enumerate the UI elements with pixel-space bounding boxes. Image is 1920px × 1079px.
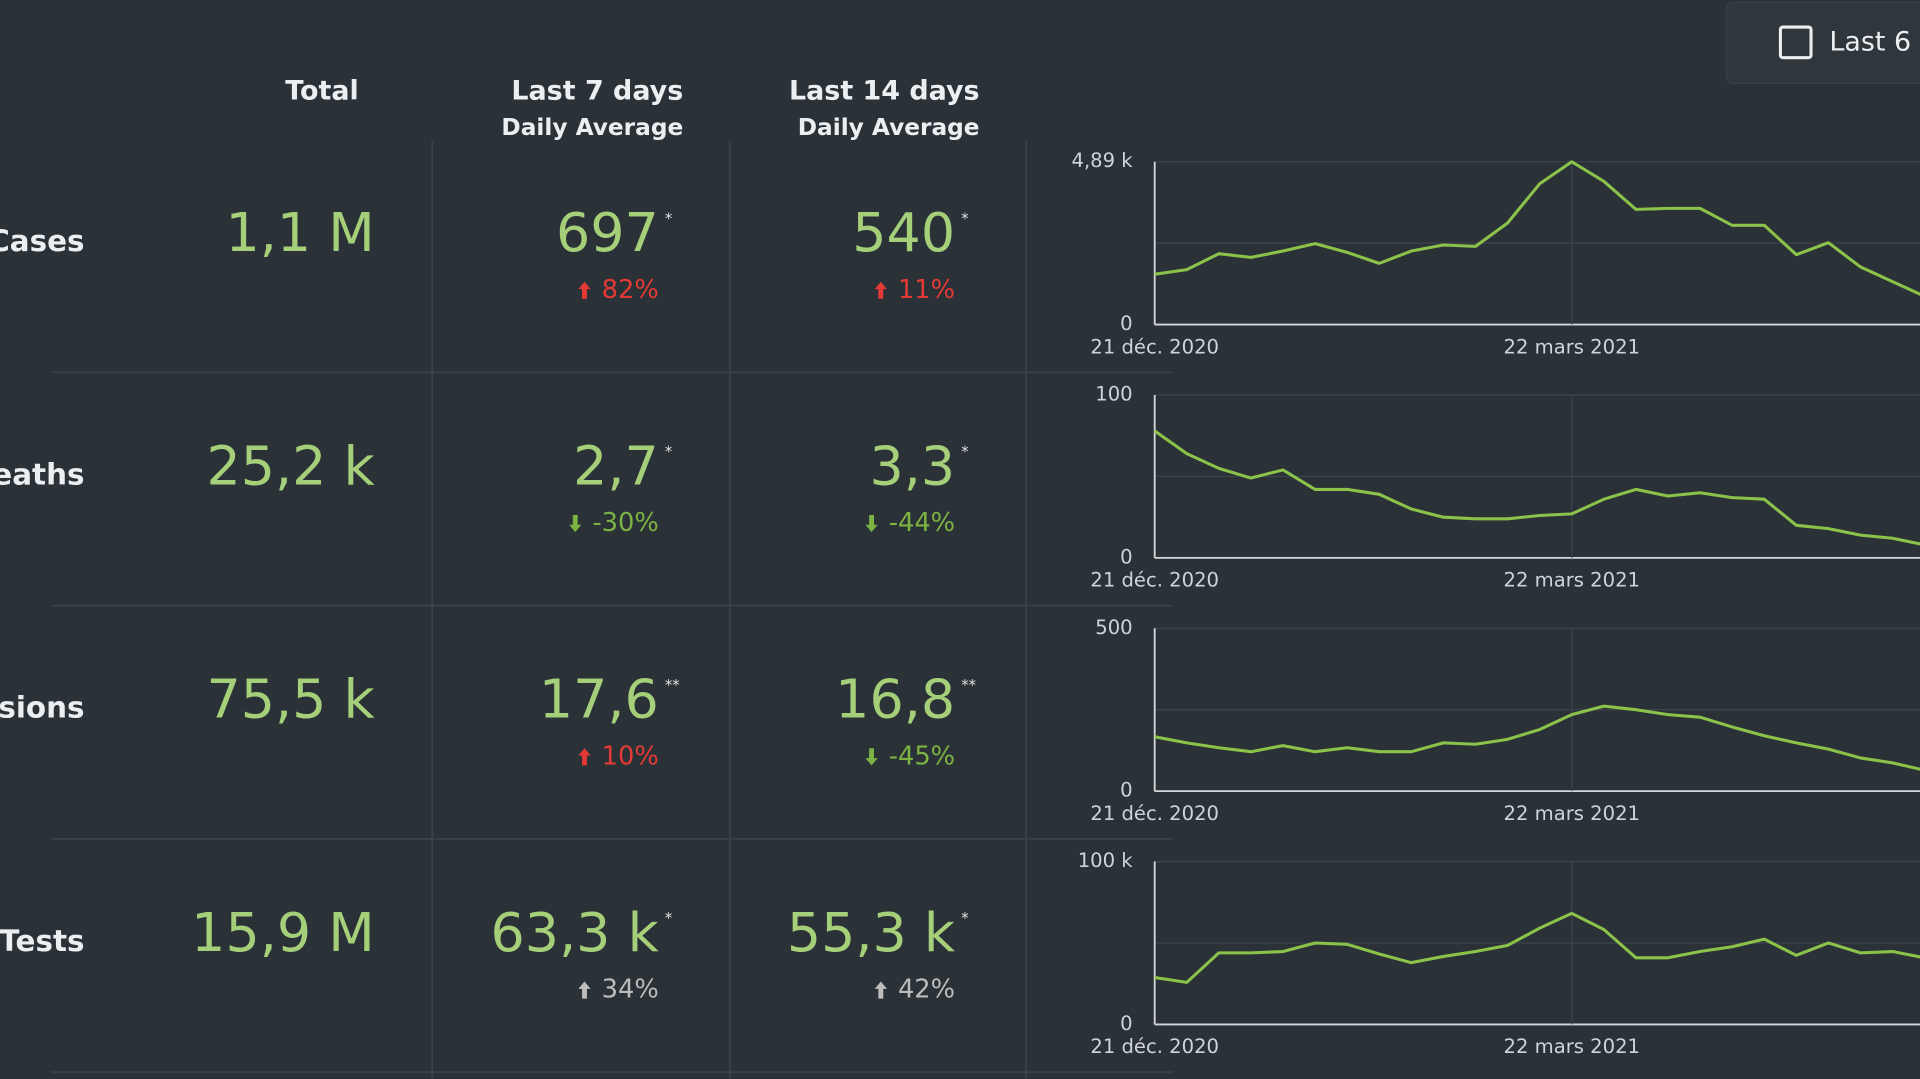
x-tick-label: 22 mars 2021 <box>1503 1035 1640 1058</box>
sparkline-chart: 0 4,89 k 21 déc. 2020 22 mars 2021 <box>1071 149 1920 358</box>
x-tick-label: 22 mars 2021 <box>1503 802 1640 825</box>
footnote-mark: * <box>961 910 968 927</box>
trend-arrow <box>865 748 878 766</box>
y-tick-label: 0 <box>1120 545 1132 568</box>
footnote-mark: ** <box>665 677 680 694</box>
footnote-mark: * <box>665 910 672 927</box>
y-tick-label: 0 <box>1120 312 1132 335</box>
trend-arrow <box>874 981 887 999</box>
total-value: 25,2 k <box>206 434 375 497</box>
trend-arrow <box>578 281 591 299</box>
footnote-mark: * <box>665 210 672 227</box>
trend-arrow <box>578 981 591 999</box>
y-tick-label: 500 <box>1095 616 1132 639</box>
sparkline <box>1154 704 1920 771</box>
header-title: Total <box>285 75 359 106</box>
filter-box[interactable]: Last 6 months <box>1725 1 1920 84</box>
y-tick-label: 100 <box>1095 383 1132 406</box>
y-tick-label: 100 k <box>1078 849 1134 872</box>
sparkline <box>1154 911 1920 984</box>
header-title: Last 7 days <box>511 75 683 106</box>
average-value: 540 <box>852 201 955 264</box>
y-tick-label: 4,89 k <box>1071 149 1133 172</box>
row-label: Cases <box>0 224 84 258</box>
change-percent: 34% <box>602 975 659 1005</box>
average-value: 697 <box>556 201 659 264</box>
x-tick-label: 22 mars 2021 <box>1503 569 1640 592</box>
change-percent: 10% <box>602 741 659 771</box>
average-value: 55,3 k <box>787 901 956 964</box>
x-tick-label: 21 déc. 2020 <box>1090 335 1219 358</box>
x-tick-label: 22 mars 2021 <box>1503 335 1640 358</box>
trend-arrow <box>578 748 591 766</box>
row-label: Tests <box>0 924 84 958</box>
sparkline-chart: 0 100 21 déc. 2020 22 mars 2021 <box>1090 383 1920 592</box>
trend-arrow <box>569 515 582 533</box>
row-label: Deaths <box>0 457 84 491</box>
total-value: 75,5 k <box>206 668 375 731</box>
sparkline-chart: 0 100 k 21 déc. 2020 22 mars 2021 <box>1078 849 1920 1058</box>
total-value: 1,1 M <box>225 201 374 264</box>
y-tick-label: 0 <box>1120 1012 1132 1035</box>
x-tick-label: 21 déc. 2020 <box>1090 569 1219 592</box>
sparkline <box>1154 160 1920 296</box>
header-subtitle: Daily Average <box>501 114 683 141</box>
change-percent: 82% <box>602 275 659 305</box>
y-tick-label: 0 <box>1120 779 1132 802</box>
checkbox[interactable] <box>1778 25 1813 60</box>
trend-arrow <box>874 281 887 299</box>
change-percent: -45% <box>889 741 955 771</box>
average-value: 63,3 k <box>491 901 660 964</box>
change-percent: 42% <box>898 975 955 1005</box>
change-percent: -44% <box>889 508 955 538</box>
change-percent: 11% <box>898 275 955 305</box>
change-percent: -30% <box>592 508 658 538</box>
average-value: 16,8 <box>835 668 955 731</box>
sparkline-chart: 0 500 21 déc. 2020 22 mars 2021 <box>1090 616 1920 825</box>
filter-panel <box>1725 1 1920 84</box>
trend-arrow <box>865 515 878 533</box>
x-tick-label: 21 déc. 2020 <box>1090 802 1219 825</box>
footnote-mark: * <box>961 210 968 227</box>
x-tick-label: 21 déc. 2020 <box>1090 1035 1219 1058</box>
footnote-mark: * <box>961 444 968 461</box>
sparkline <box>1153 429 1920 546</box>
average-value: 17,6 <box>539 668 659 731</box>
footnote-mark: * <box>665 444 672 461</box>
footnote-mark: ** <box>961 677 976 694</box>
filter-label[interactable]: Last 6 months <box>1829 26 1920 57</box>
header-subtitle: Daily Average <box>798 114 980 141</box>
header-title: Last 14 days <box>789 75 980 106</box>
average-value: 3,3 <box>869 434 955 497</box>
total-value: 15,9 M <box>191 901 375 964</box>
row-label: Admissions <box>0 691 84 725</box>
average-value: 2,7 <box>573 434 659 497</box>
